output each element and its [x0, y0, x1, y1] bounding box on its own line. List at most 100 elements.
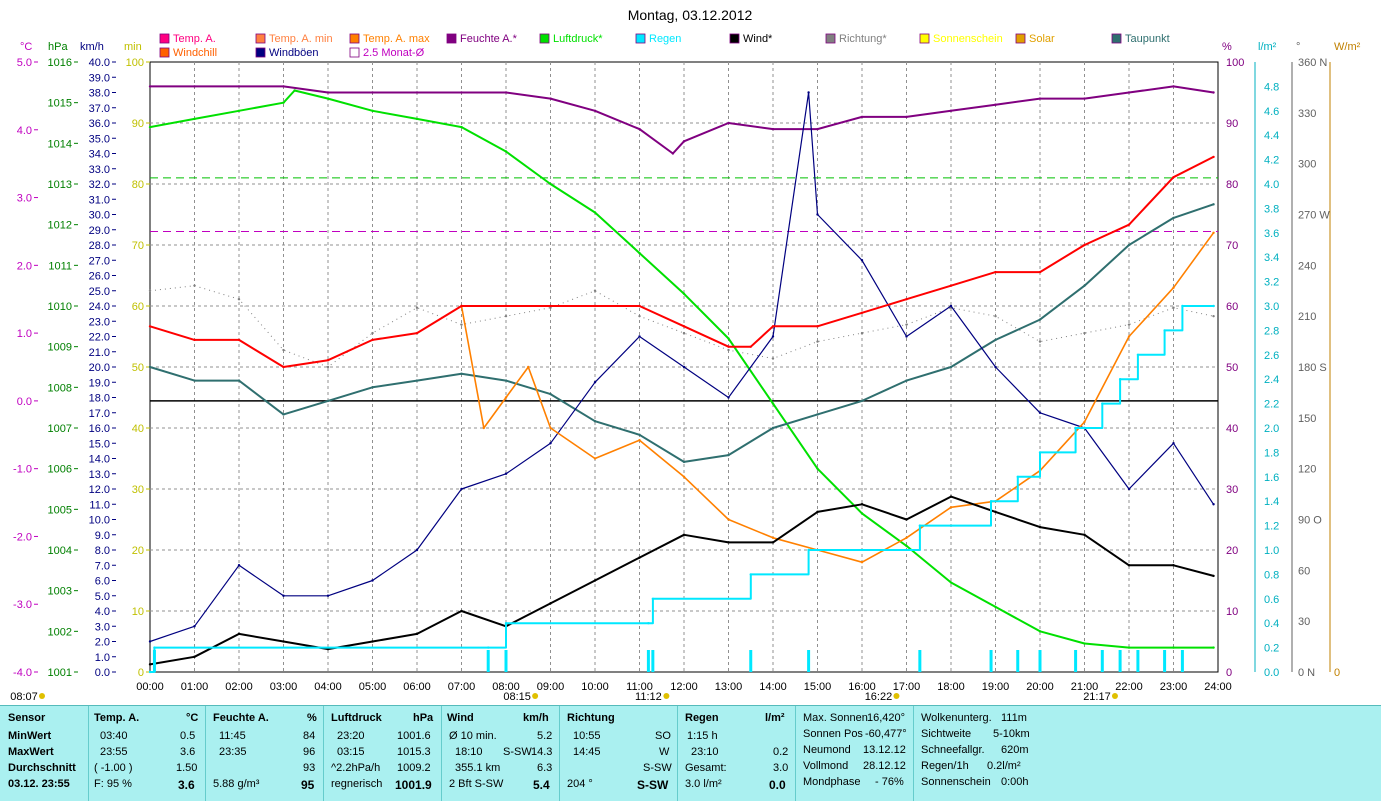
time-marker: 21:17: [1083, 691, 1111, 703]
legend-label: Temp. A. min: [269, 33, 333, 45]
wind-tick: 23.0: [89, 316, 110, 328]
rain-tick: 1.8: [1264, 447, 1279, 459]
stats-sonnenschein-value: 0:00h: [1001, 776, 1029, 788]
data-point: [807, 91, 810, 94]
axis-header-solar: W/m²: [1334, 41, 1361, 53]
data-point: [1212, 91, 1215, 94]
pressure-tick: 1001: [48, 667, 72, 679]
data-point: [905, 536, 908, 539]
data-point: [1172, 306, 1175, 309]
wind-tick: 36.0: [89, 118, 110, 130]
humidity-tick: 0: [1226, 667, 1232, 679]
data-point: [994, 270, 997, 274]
legend-label: Feuchte A.*: [460, 33, 518, 45]
data-point: [1172, 176, 1175, 179]
series-regen: [150, 305, 1214, 673]
data-point: [860, 399, 864, 403]
data-point: [682, 331, 686, 335]
data-point: [1172, 564, 1175, 567]
legend-swatch: [349, 33, 360, 44]
data-point: [193, 625, 196, 628]
stats-temp-min-value: 0.5: [180, 730, 196, 742]
legend-swatch: [255, 33, 266, 44]
data-point: [293, 89, 296, 92]
data-point: [326, 365, 330, 369]
stats-col-wind: Wind km/h Ø 10 min. 5.2 18:10 S-SW 14.3 …: [441, 706, 560, 801]
data-point: [326, 594, 330, 597]
x-tick-label: 10:00: [581, 681, 609, 693]
sun-tick: 30: [132, 484, 144, 496]
data-point: [727, 541, 730, 544]
x-tick-label: 14:00: [759, 681, 787, 693]
sun-tick: 80: [132, 179, 144, 191]
stats-wind-unit: km/h: [523, 712, 549, 724]
stats-neumond-label: Neumond: [803, 744, 851, 756]
data-point: [949, 284, 953, 287]
data-point: [1127, 335, 1131, 338]
direction-tick: 60: [1298, 565, 1310, 577]
data-point: [1212, 314, 1215, 318]
data-point: [860, 115, 864, 119]
stats-col-richtung: Richtung 10:55 SO 14:45 W S-SW 204 ° S-S…: [559, 706, 678, 801]
wind-tick: 28.0: [89, 240, 110, 252]
legend-swatch: [635, 33, 646, 44]
data-point: [1038, 411, 1042, 414]
series-feuchte-a: [150, 85, 1214, 155]
stats-panel: Sensor MinWert MaxWert Durchschnitt 03.1…: [0, 705, 1381, 801]
data-point: [460, 91, 463, 94]
pressure-tick: 1014: [48, 138, 72, 150]
data-point: [148, 289, 152, 292]
temp-tick: -2.0: [13, 531, 32, 543]
data-point: [487, 646, 490, 649]
stats-regen-duration: 1:15 h: [687, 730, 718, 742]
data-point: [593, 289, 597, 292]
direction-tick: 90 O: [1298, 515, 1322, 527]
legend-swatch: [825, 33, 836, 44]
rain-tick: 2.6: [1264, 350, 1279, 362]
time-marker: 08:15: [503, 691, 531, 703]
stats-wind-avg10-value: 5.2: [537, 730, 553, 742]
wind-tick: 29.0: [89, 225, 110, 237]
wind-tick: 7.0: [95, 560, 110, 572]
data-point: [682, 475, 686, 478]
stats-druck-avg-value: 1009.2: [397, 762, 431, 774]
x-tick-label: 13:00: [715, 681, 743, 693]
data-point: [1038, 318, 1042, 321]
data-point: [1172, 216, 1175, 220]
data-point: [638, 433, 641, 436]
data-point: [504, 150, 508, 153]
series-temp-a: [149, 156, 1214, 368]
x-tick-label: 18:00: [937, 681, 965, 693]
sun-marker-icon: [893, 693, 900, 699]
stats-mondphase-value: - 76%: [875, 776, 904, 788]
data-point: [771, 335, 775, 338]
temp-tick: 4.0: [17, 125, 32, 137]
stats-schnee-label: Schneefallgr.: [921, 744, 985, 756]
time-marker: 16:22: [865, 691, 893, 703]
wind-tick: 37.0: [89, 103, 110, 115]
stats-temp-now-label: F: 95 %: [94, 778, 132, 790]
data-point: [949, 109, 953, 113]
stats-feuchte-now-label: 5.88 g/m³: [213, 778, 260, 790]
data-point: [816, 325, 819, 328]
stats-wind-avg10-label: Ø 10 min.: [449, 730, 497, 742]
axis-header-rain: l/m²: [1258, 41, 1277, 53]
data-point: [237, 298, 241, 301]
stats-max-label: MaxWert: [8, 746, 54, 758]
wind-tick: 0.0: [95, 667, 110, 679]
legend-item: Sonnenschein: [919, 33, 1003, 45]
stats-temp-header: Temp. A.: [94, 712, 140, 724]
data-point: [949, 365, 953, 369]
legend-item: 2.5 Monat-Ø: [349, 47, 425, 59]
data-point: [504, 304, 508, 308]
data-point: [816, 510, 819, 514]
humidity-tick: 20: [1226, 545, 1238, 557]
x-tick-label: 05:00: [359, 681, 387, 693]
stats-now-label: 03.12. 23:55: [8, 778, 70, 790]
axis-header-temp: °C: [20, 41, 32, 53]
data-point: [638, 314, 641, 318]
pressure-tick: 1010: [48, 301, 72, 313]
direction-tick: 240: [1298, 260, 1316, 272]
rain-tick: 2.4: [1264, 374, 1279, 386]
legend-swatch: [255, 47, 266, 58]
